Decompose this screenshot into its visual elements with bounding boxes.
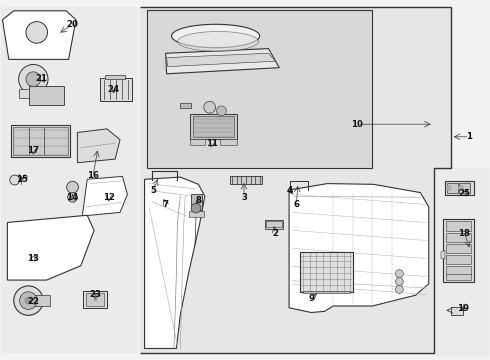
Circle shape — [10, 175, 20, 185]
Ellipse shape — [178, 31, 259, 51]
Bar — [220, 139, 237, 145]
Circle shape — [191, 203, 201, 213]
Circle shape — [20, 292, 37, 309]
Text: 14: 14 — [67, 193, 78, 202]
Text: 13: 13 — [27, 254, 39, 263]
Bar — [445, 181, 474, 195]
Polygon shape — [7, 215, 94, 280]
Bar — [230, 176, 262, 184]
Polygon shape — [443, 219, 474, 282]
Bar — [29, 86, 64, 105]
Text: 20: 20 — [67, 20, 78, 29]
Text: 24: 24 — [108, 85, 120, 94]
Bar — [105, 75, 125, 79]
Text: 18: 18 — [459, 229, 470, 238]
Text: 12: 12 — [103, 193, 115, 202]
Circle shape — [14, 286, 43, 315]
Text: 3: 3 — [241, 193, 247, 202]
Text: 16: 16 — [87, 171, 99, 180]
Text: 23: 23 — [90, 290, 101, 299]
Bar — [190, 139, 205, 145]
Circle shape — [67, 181, 78, 193]
Bar — [300, 252, 353, 292]
Polygon shape — [289, 184, 429, 312]
Bar — [1, 7, 138, 353]
Circle shape — [217, 106, 226, 116]
Circle shape — [19, 64, 48, 94]
Bar — [193, 116, 234, 137]
Bar — [451, 307, 463, 315]
Bar — [265, 220, 283, 229]
Bar — [189, 211, 204, 217]
Text: 11: 11 — [206, 139, 218, 148]
Text: 1: 1 — [466, 132, 472, 141]
Text: 7: 7 — [163, 200, 169, 209]
Bar — [446, 266, 471, 275]
Circle shape — [395, 278, 403, 285]
Text: 25: 25 — [459, 189, 470, 198]
Bar — [11, 125, 70, 157]
Text: 22: 22 — [27, 297, 39, 306]
Circle shape — [395, 270, 403, 278]
Bar — [446, 274, 471, 280]
Bar — [29, 295, 50, 306]
Bar — [19, 89, 29, 98]
Bar — [180, 103, 191, 108]
Bar — [191, 194, 202, 210]
Bar — [446, 233, 471, 242]
Polygon shape — [77, 129, 120, 163]
Text: 6: 6 — [294, 200, 299, 209]
Circle shape — [26, 72, 41, 86]
Bar — [100, 78, 132, 101]
Text: 5: 5 — [150, 186, 156, 194]
Bar — [303, 291, 350, 293]
Polygon shape — [140, 7, 451, 353]
Text: 19: 19 — [457, 304, 469, 313]
Bar — [190, 114, 237, 139]
Text: 21: 21 — [36, 74, 48, 83]
Text: 15: 15 — [16, 175, 28, 184]
Polygon shape — [167, 53, 275, 67]
Bar — [266, 221, 282, 227]
Text: 8: 8 — [196, 197, 201, 205]
Bar — [459, 183, 470, 193]
Bar — [446, 244, 471, 253]
Bar — [86, 293, 104, 306]
Bar — [147, 10, 372, 168]
Bar — [435, 168, 489, 356]
Bar — [447, 183, 458, 193]
Bar — [446, 221, 471, 231]
Text: 17: 17 — [27, 146, 39, 155]
Circle shape — [395, 285, 403, 293]
Circle shape — [446, 185, 452, 191]
Polygon shape — [441, 250, 445, 259]
Bar — [446, 255, 471, 264]
Polygon shape — [145, 177, 205, 348]
Circle shape — [204, 102, 216, 113]
Polygon shape — [166, 49, 279, 74]
Text: 9: 9 — [308, 293, 314, 302]
Polygon shape — [2, 11, 76, 59]
Circle shape — [26, 22, 48, 43]
Ellipse shape — [172, 24, 260, 48]
Circle shape — [24, 297, 32, 305]
Bar — [83, 291, 107, 308]
Text: 2: 2 — [272, 229, 278, 238]
Bar — [13, 127, 68, 155]
Text: B: B — [93, 297, 97, 302]
Text: 4: 4 — [287, 186, 293, 194]
Polygon shape — [82, 176, 127, 216]
Circle shape — [458, 185, 464, 191]
Text: 10: 10 — [351, 120, 363, 129]
Circle shape — [68, 192, 77, 202]
